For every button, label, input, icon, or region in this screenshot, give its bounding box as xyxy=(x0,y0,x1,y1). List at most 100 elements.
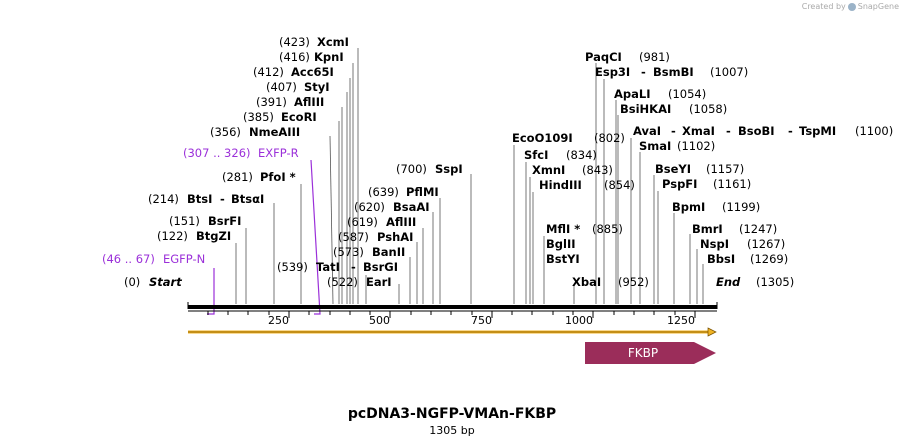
site-name[interactable]: BsmBI xyxy=(653,65,694,79)
feature-fkbp[interactable] xyxy=(585,342,716,364)
site-name[interactable]: BpmI xyxy=(672,200,705,214)
site-pos: (1269) xyxy=(750,252,788,266)
site-name[interactable]: PspFI xyxy=(662,177,697,191)
site-name[interactable]: KpnI xyxy=(314,50,344,64)
site-name[interactable]: BsiHKAI xyxy=(620,102,671,116)
site-name[interactable]: ApaLI xyxy=(614,87,651,101)
site-name[interactable]: EarI xyxy=(366,275,392,289)
site-name[interactable]: BanII xyxy=(372,245,405,259)
site-name[interactable]: BtsαI xyxy=(231,192,264,206)
site-name[interactable]: BseYI xyxy=(655,162,691,176)
site-sep: - xyxy=(641,65,646,79)
backbone xyxy=(188,305,717,309)
site-pos: (412) xyxy=(253,65,284,79)
primer-name[interactable]: EXFP-R xyxy=(258,146,299,160)
site-name[interactable]: XmnI xyxy=(532,163,565,177)
end-label: End xyxy=(716,275,741,289)
site-name[interactable]: HindIII xyxy=(539,178,582,192)
site-pos: (1247) xyxy=(739,222,777,236)
site-name[interactable]: TatI xyxy=(316,260,340,274)
primer-name[interactable]: EGFP-N xyxy=(163,252,205,266)
cut-site-lines xyxy=(235,48,704,305)
site-pos: (802) xyxy=(594,131,625,145)
site-pos: (885) xyxy=(592,222,623,236)
site-pos: (1161) xyxy=(713,177,751,191)
site-pos: (854) xyxy=(604,178,635,192)
site-name[interactable]: BbsI xyxy=(707,252,735,266)
site-name[interactable]: Esp3I xyxy=(595,65,630,79)
site-pos: (539) xyxy=(277,260,308,274)
site-name[interactable]: BsrGI xyxy=(363,260,398,274)
site-name[interactable]: XcmI xyxy=(317,35,349,49)
site-pos: (416) xyxy=(279,50,310,64)
site-name[interactable]: AflIII xyxy=(294,95,324,109)
site-name[interactable]: BstYI xyxy=(546,252,580,266)
site-name[interactable]: StyI xyxy=(304,80,330,94)
snapgene-logo-icon xyxy=(847,2,856,11)
map-subtitle: 1305 bp xyxy=(429,424,474,437)
site-name[interactable]: Acc65I xyxy=(291,65,334,79)
site-name[interactable]: NmeAIII xyxy=(249,125,300,139)
site-pos: (385) xyxy=(243,110,274,124)
site-pos: (1054) xyxy=(668,87,706,101)
site-name[interactable]: SfcI xyxy=(524,148,548,162)
site-pos: (1157) xyxy=(706,162,744,176)
site-pos: (1058) xyxy=(689,102,727,116)
site-sep: - xyxy=(351,260,356,274)
site-pos: (522) xyxy=(327,275,358,289)
primer-pos: (307 .. 326) xyxy=(183,146,251,160)
site-name[interactable]: BtgZI xyxy=(196,229,231,243)
site-pos: (981) xyxy=(639,50,670,64)
site-name[interactable]: AvaI xyxy=(633,124,661,138)
site-name[interactable]: PflMI xyxy=(406,185,439,199)
site-pos: (1199) xyxy=(722,200,760,214)
axis-tick-label: 500 xyxy=(369,314,390,327)
axis-tick-label: 750 xyxy=(471,314,492,327)
site-name[interactable]: EcoO109I xyxy=(512,131,573,145)
map-title: pcDNA3-NGFP-VMAn-FKBP xyxy=(348,406,556,422)
sites-left: (423) XcmI (416) KpnI (412) Acc65I (407)… xyxy=(148,35,349,243)
sites-right-b: PaqCI (981) Esp3I - BsmBI (1007) ApaLI (… xyxy=(585,50,893,266)
site-name[interactable]: PshAI xyxy=(377,230,413,244)
site-pos: (391) xyxy=(256,95,287,109)
site-pos: (1267) xyxy=(747,237,785,251)
start-pos: (0) xyxy=(124,275,140,289)
site-sep: - xyxy=(788,124,793,138)
site-name[interactable]: TspMI xyxy=(799,124,836,138)
site-pos: (834) xyxy=(566,148,597,162)
site-name[interactable]: PaqCI xyxy=(585,50,622,64)
site-name[interactable]: BsoBI xyxy=(738,124,775,138)
site-pos: (619) xyxy=(347,215,378,229)
site-sep: - xyxy=(671,124,676,138)
site-name[interactable]: PfoI * xyxy=(260,170,296,184)
site-name[interactable]: BglII xyxy=(546,237,576,251)
site-name[interactable]: XmaI xyxy=(682,124,715,138)
site-pos: (843) xyxy=(582,163,613,177)
site-name[interactable]: BmrI xyxy=(692,222,723,236)
site-name[interactable]: MflI * xyxy=(546,222,580,236)
site-pos: (122) xyxy=(157,229,188,243)
site-pos: (214) xyxy=(148,192,179,206)
site-name[interactable]: AflIII xyxy=(386,215,416,229)
feature-fkbp-label: FKBP xyxy=(628,346,658,360)
site-name[interactable]: NspI xyxy=(700,237,729,251)
site-name[interactable]: SmaI xyxy=(639,139,671,153)
site-pos: (700) xyxy=(396,162,427,176)
primer-pos: (46 .. 67) xyxy=(102,252,155,266)
site-pos: (952) xyxy=(618,275,649,289)
site-name[interactable]: EcoRI xyxy=(281,110,317,124)
site-pos: (423) xyxy=(279,35,310,49)
site-pos: (281) xyxy=(222,170,253,184)
primer-lines xyxy=(207,159,321,315)
site-pos: (639) xyxy=(368,185,399,199)
site-name[interactable]: SspI xyxy=(435,162,463,176)
primers: (307 .. 326) EXFP-R (46 .. 67) EGFP-N xyxy=(102,146,299,266)
site-pos: (1007) xyxy=(710,65,748,79)
site-name[interactable]: XbaI xyxy=(572,275,601,289)
credit-product: SnapGene xyxy=(857,2,899,11)
site-name[interactable]: BsaAI xyxy=(393,200,430,214)
site-name[interactable]: BsrFI xyxy=(208,214,241,228)
site-name[interactable]: BtsI xyxy=(187,192,212,206)
site-pos: (151) xyxy=(169,214,200,228)
